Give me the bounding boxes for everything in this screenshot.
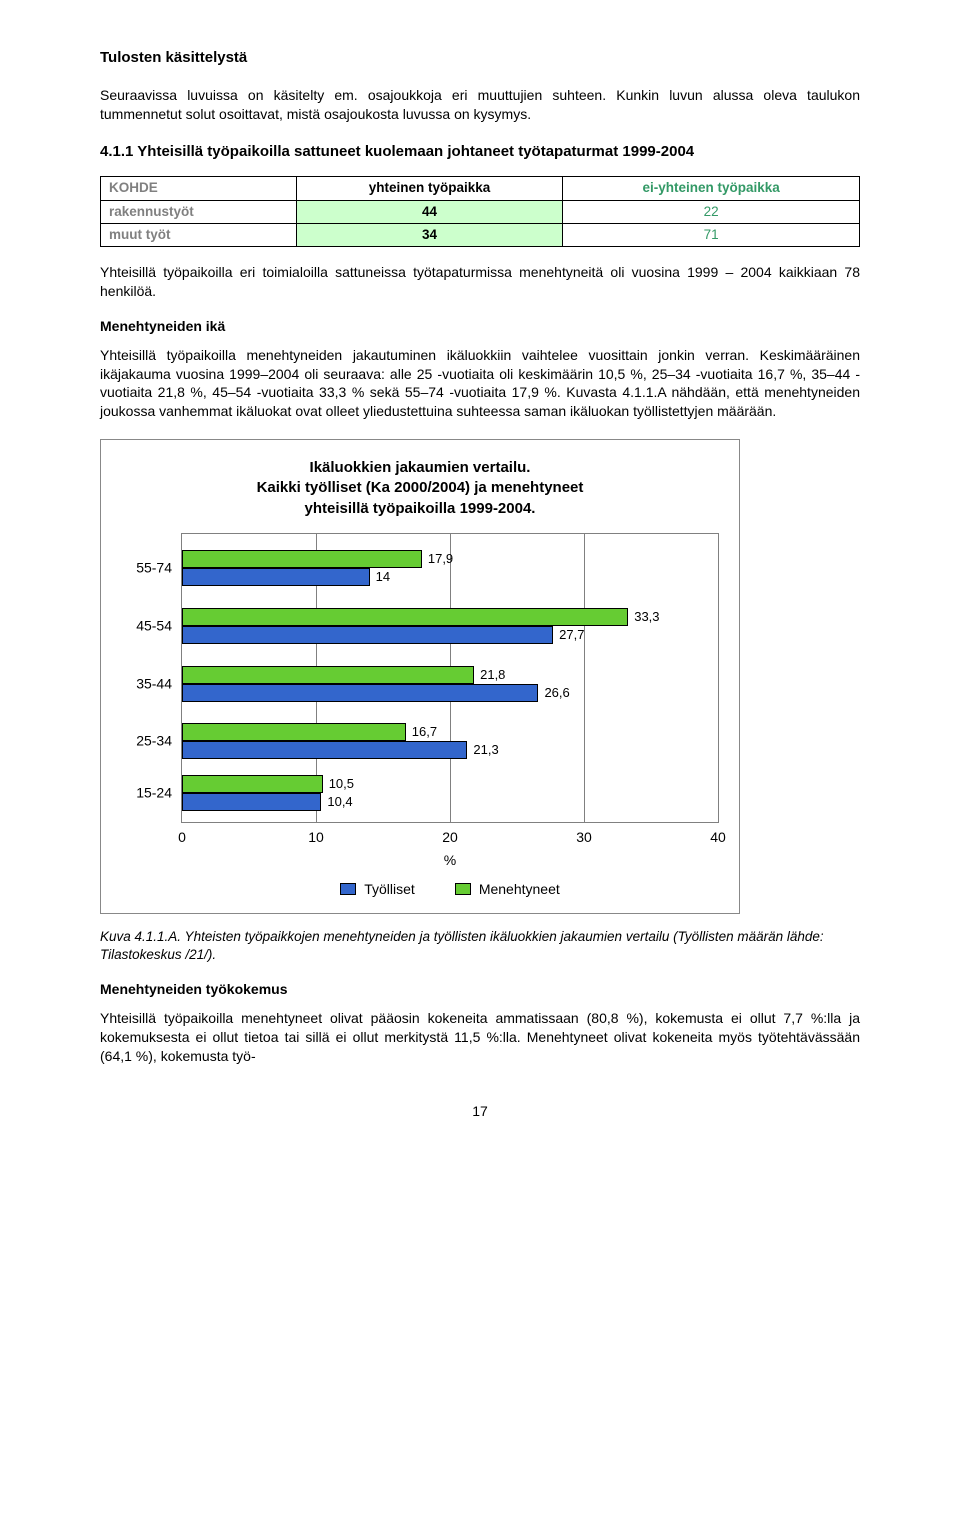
- bar-tyolliset: [182, 626, 553, 644]
- row-label: rakennustyöt: [101, 200, 297, 223]
- category-label: 35-44: [136, 674, 172, 693]
- row-label: muut työt: [101, 223, 297, 246]
- bar-tyolliset: [182, 568, 370, 586]
- chart-title-line: Ikäluokkien jakaumien vertailu.: [310, 459, 531, 476]
- chart-legend: Työlliset Menehtyneet: [181, 880, 719, 899]
- category-label: 55-74: [136, 559, 172, 578]
- bar-value-label: 21,3: [473, 741, 498, 759]
- legend-label: Työlliset: [364, 880, 415, 899]
- bar-menehtyneet: [182, 550, 422, 568]
- legend-item-menehtyneet: Menehtyneet: [455, 880, 560, 899]
- x-tick-label: 0: [178, 828, 186, 847]
- heading-number: 4.1.1: [100, 143, 133, 160]
- row-value: 22: [563, 200, 860, 223]
- bar-value-label: 33,3: [634, 608, 659, 626]
- bar-value-label: 21,8: [480, 666, 505, 684]
- chart-title-line: yhteisillä työpaikoilla 1999-2004.: [305, 500, 536, 517]
- table-row: rakennustyöt4422: [101, 200, 860, 223]
- bar-menehtyneet: [182, 775, 323, 793]
- bar-value-label: 14: [376, 568, 390, 586]
- legend-swatch-green: [455, 883, 471, 895]
- heading-text: Yhteisillä työpaikoilla sattuneet kuolem…: [137, 143, 694, 160]
- th-kohde: KOHDE: [101, 177, 297, 200]
- category-label: 15-24: [136, 784, 172, 803]
- bar-value-label: 17,9: [428, 550, 453, 568]
- category-label: 25-34: [136, 732, 172, 751]
- bar-value-label: 10,5: [329, 775, 354, 793]
- bar-value-label: 27,7: [559, 626, 584, 644]
- figure-caption: Kuva 4.1.1.A. Yhteisten työpaikkojen men…: [100, 928, 860, 964]
- chart-title-line: Kaikki työlliset (Ka 2000/2004) ja meneh…: [257, 479, 584, 496]
- legend-swatch-blue: [340, 883, 356, 895]
- intro-paragraph: Seuraavissa luvuissa on käsitelty em. os…: [100, 86, 860, 124]
- bar-menehtyneet: [182, 666, 474, 684]
- gridline: [584, 534, 585, 822]
- bar-tyolliset: [182, 684, 538, 702]
- th-eiyhteinen: ei-yhteinen työpaikka: [563, 177, 860, 200]
- bar-menehtyneet: [182, 608, 628, 626]
- category-label: 45-54: [136, 617, 172, 636]
- bar-value-label: 10,4: [327, 793, 352, 811]
- table-paragraph: Yhteisillä työpaikoilla eri toimialoilla…: [100, 263, 860, 301]
- row-value: 71: [563, 223, 860, 246]
- x-axis-title: %: [181, 851, 719, 870]
- kohde-table: KOHDE yhteinen työpaikka ei-yhteinen työ…: [100, 176, 860, 247]
- x-tick-label: 10: [308, 828, 324, 847]
- chart-plot-area: 01020304055-7417,91445-5433,327,735-4421…: [181, 533, 719, 823]
- bar-value-label: 26,6: [544, 684, 569, 702]
- ika-paragraph: Yhteisillä työpaikoilla menehtyneiden ja…: [100, 346, 860, 422]
- th-yhteinen: yhteinen työpaikka: [296, 177, 562, 200]
- bar-tyolliset: [182, 741, 467, 759]
- bar-tyolliset: [182, 793, 321, 811]
- kok-paragraph: Yhteisillä työpaikoilla menehtyneet oliv…: [100, 1009, 860, 1066]
- legend-label: Menehtyneet: [479, 880, 560, 899]
- subsection-heading: 4.1.1 Yhteisillä työpaikoilla sattuneet …: [100, 142, 860, 162]
- chart-title: Ikäluokkien jakaumien vertailu. Kaikki t…: [121, 458, 719, 519]
- table-row: muut työt3471: [101, 223, 860, 246]
- x-tick-label: 30: [576, 828, 592, 847]
- subheading-ika: Menehtyneiden ikä: [100, 317, 860, 336]
- section-title: Tulosten käsittelystä: [100, 48, 860, 68]
- x-tick-label: 40: [710, 828, 726, 847]
- legend-item-tyolliset: Työlliset: [340, 880, 415, 899]
- page-number: 17: [100, 1102, 860, 1121]
- bar-menehtyneet: [182, 723, 406, 741]
- row-value: 34: [296, 223, 562, 246]
- age-chart: Ikäluokkien jakaumien vertailu. Kaikki t…: [100, 439, 740, 914]
- x-tick-label: 20: [442, 828, 458, 847]
- row-value: 44: [296, 200, 562, 223]
- bar-value-label: 16,7: [412, 723, 437, 741]
- subheading-tyokokemus: Menehtyneiden työkokemus: [100, 980, 860, 999]
